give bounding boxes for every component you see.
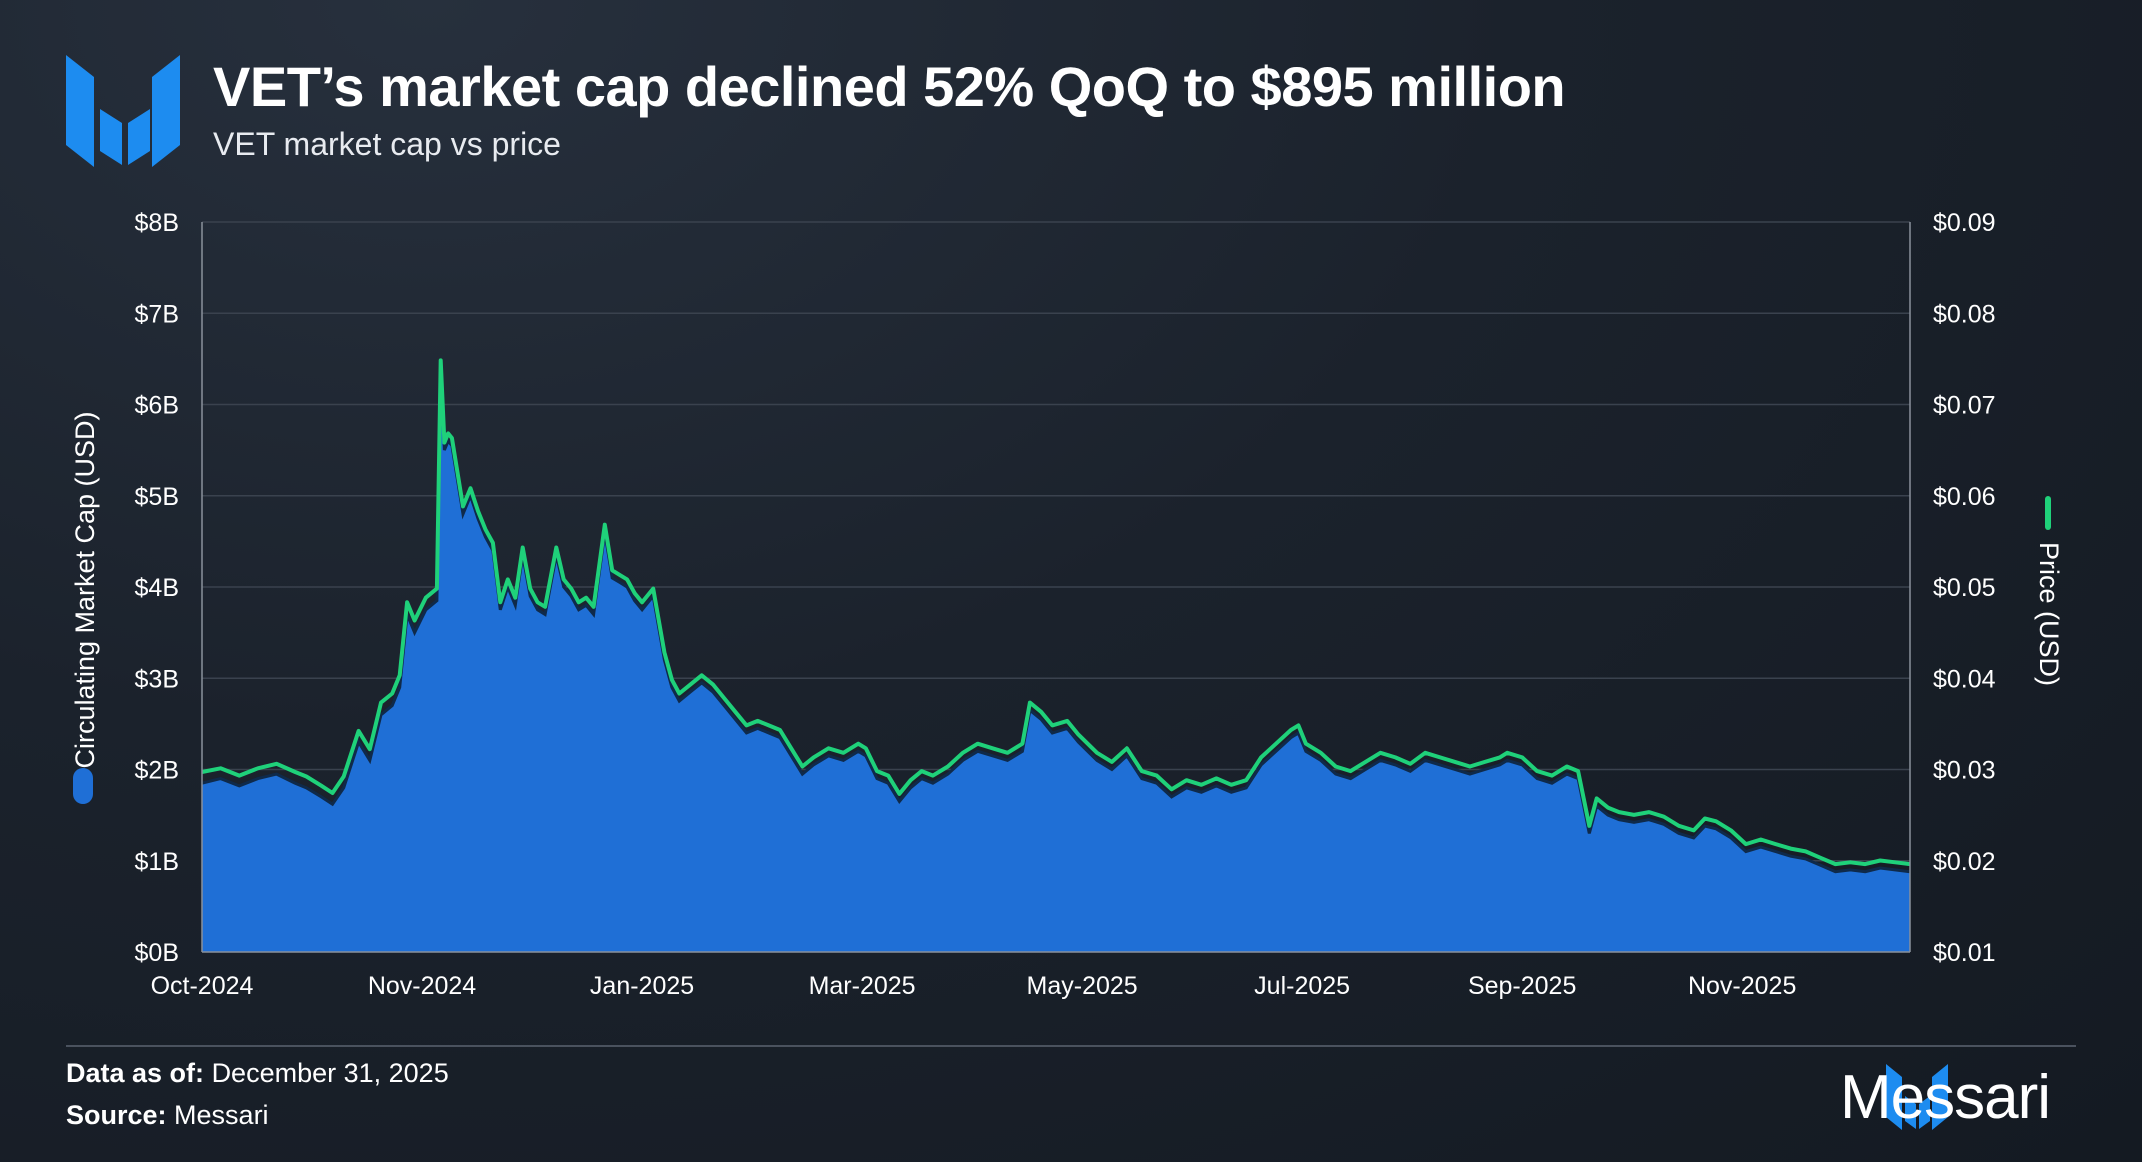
data-as-of-label: Data as of: xyxy=(66,1058,205,1088)
x-tick-label: Jan-2025 xyxy=(590,972,694,1000)
y-left-tick-label: $0B xyxy=(135,939,179,967)
y-left-tick-label: $1B xyxy=(135,848,179,876)
y-left-tick-label: $2B xyxy=(135,757,179,785)
x-tick-label: May-2025 xyxy=(1027,972,1138,1000)
y-left-tick-label: $5B xyxy=(135,483,179,511)
y-right-tick-label: $0.05 xyxy=(1933,574,1996,602)
chart-tick-labels: $0B $0.01 $1B $0.02 $2B $0.03 $3B $0.04 $4B $0.05… xyxy=(135,209,1996,1000)
y-right-axis-label: Price (USD) xyxy=(2034,542,2064,686)
y-right-tick-label: $0.07 xyxy=(1933,392,1996,420)
x-tick-label: Nov-2025 xyxy=(1688,972,1796,1000)
y-right-tick-label: $0.08 xyxy=(1933,300,1996,328)
price-line xyxy=(201,358,1911,867)
legend-market-cap-swatch xyxy=(73,768,93,804)
y-right-tick-label: $0.06 xyxy=(1933,483,1996,511)
chart-legend: Circulating Market Cap (USD) Price (USD) xyxy=(70,411,2064,804)
messari-logo-icon xyxy=(66,55,180,167)
y-left-tick-label: $3B xyxy=(135,665,179,693)
x-tick-label: Oct-2024 xyxy=(151,972,254,1000)
y-right-tick-label: $0.09 xyxy=(1933,209,1996,237)
chart-axes xyxy=(201,222,1911,953)
legend-price-swatch xyxy=(2045,496,2051,530)
footer-brand-name: Messari xyxy=(1840,1063,2051,1132)
y-left-axis-label: Circulating Market Cap (USD) xyxy=(70,411,100,768)
x-tick-label: Nov-2024 xyxy=(368,972,476,1000)
y-left-tick-label: $8B xyxy=(135,209,179,237)
market-cap-area xyxy=(202,363,1910,952)
source-label: Source: xyxy=(66,1100,167,1130)
y-left-tick-label: $6B xyxy=(135,392,179,420)
footer-messari-logo-icon xyxy=(1886,1064,1948,1130)
y-right-tick-label: $0.03 xyxy=(1933,757,1996,785)
source-value: Messari xyxy=(174,1100,269,1130)
footer-divider xyxy=(66,1045,2076,1047)
page-subtitle: VET market cap vs price xyxy=(213,126,561,162)
page-title: VET’s market cap declined 52% QoQ to $89… xyxy=(213,55,1566,118)
data-as-of-value: December 31, 2025 xyxy=(211,1058,449,1088)
y-right-tick-label: $0.01 xyxy=(1933,939,1996,967)
y-right-tick-label: $0.04 xyxy=(1933,665,1996,693)
source-line: Source: Messari xyxy=(66,1100,269,1131)
data-as-of-line: Data as of: December 31, 2025 xyxy=(66,1058,449,1089)
x-tick-label: Mar-2025 xyxy=(809,972,916,1000)
x-tick-label: Jul-2025 xyxy=(1254,972,1350,1000)
y-left-tick-label: $4B xyxy=(135,574,179,602)
chart-area-layer xyxy=(201,358,1911,952)
x-tick-label: Sep-2025 xyxy=(1468,972,1576,1000)
y-left-tick-label: $7B xyxy=(135,300,179,328)
y-right-tick-label: $0.02 xyxy=(1933,848,1996,876)
